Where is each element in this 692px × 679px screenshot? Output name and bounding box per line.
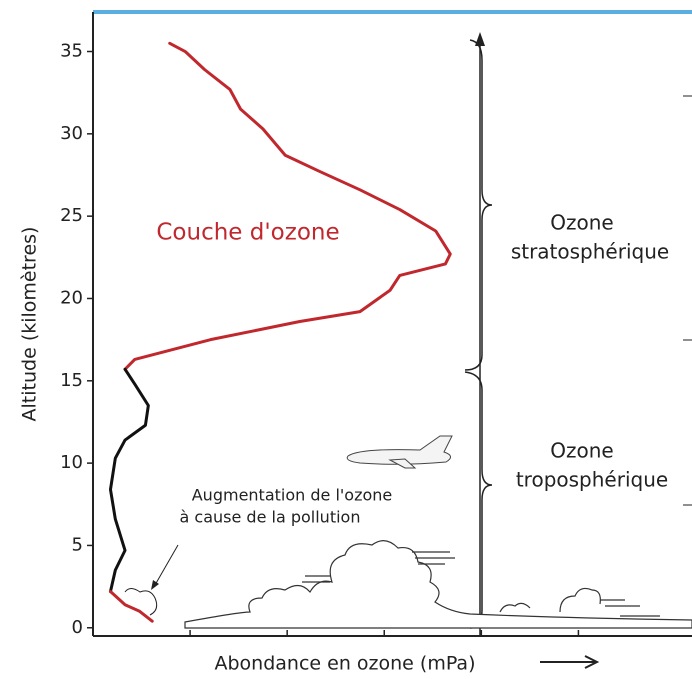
y-tick-label: 25 — [60, 205, 83, 226]
y-axis-label: Altitude (kilomètres) — [19, 227, 41, 422]
brace-tropo — [464, 371, 493, 629]
airplane — [346, 435, 453, 469]
tropo-label: troposphérique — [516, 468, 668, 492]
y-tick-label: 15 — [60, 370, 83, 391]
profile-line — [123, 41, 452, 371]
tropo-label: Ozone — [550, 439, 613, 463]
profile-line — [108, 367, 150, 594]
arrow-head — [475, 32, 485, 46]
brace-strato — [464, 39, 493, 371]
y-tick-label: 20 — [60, 287, 83, 308]
pollution-pointer — [154, 544, 179, 586]
pollution-label: Augmentation de l'ozone — [192, 486, 393, 505]
profile-line — [108, 590, 154, 623]
clouds — [184, 540, 692, 629]
y-tick-label: 5 — [72, 534, 83, 555]
pointer-head — [151, 580, 159, 590]
strato-label: stratosphérique — [511, 240, 669, 264]
y-tick-label: 10 — [60, 452, 83, 473]
x-arrow — [540, 655, 600, 669]
layer-label: Couche d'ozone — [156, 220, 339, 246]
x-axis-label: Abondance en ozone (mPa) — [215, 653, 476, 675]
y-tick-label: 35 — [60, 41, 83, 62]
pollution-bracket — [124, 588, 158, 616]
pollution-label: à cause de la pollution — [180, 508, 361, 527]
y-tick-label: 30 — [60, 123, 83, 144]
y-tick-label: 0 — [72, 617, 83, 638]
strato-label: Ozone — [550, 211, 613, 235]
